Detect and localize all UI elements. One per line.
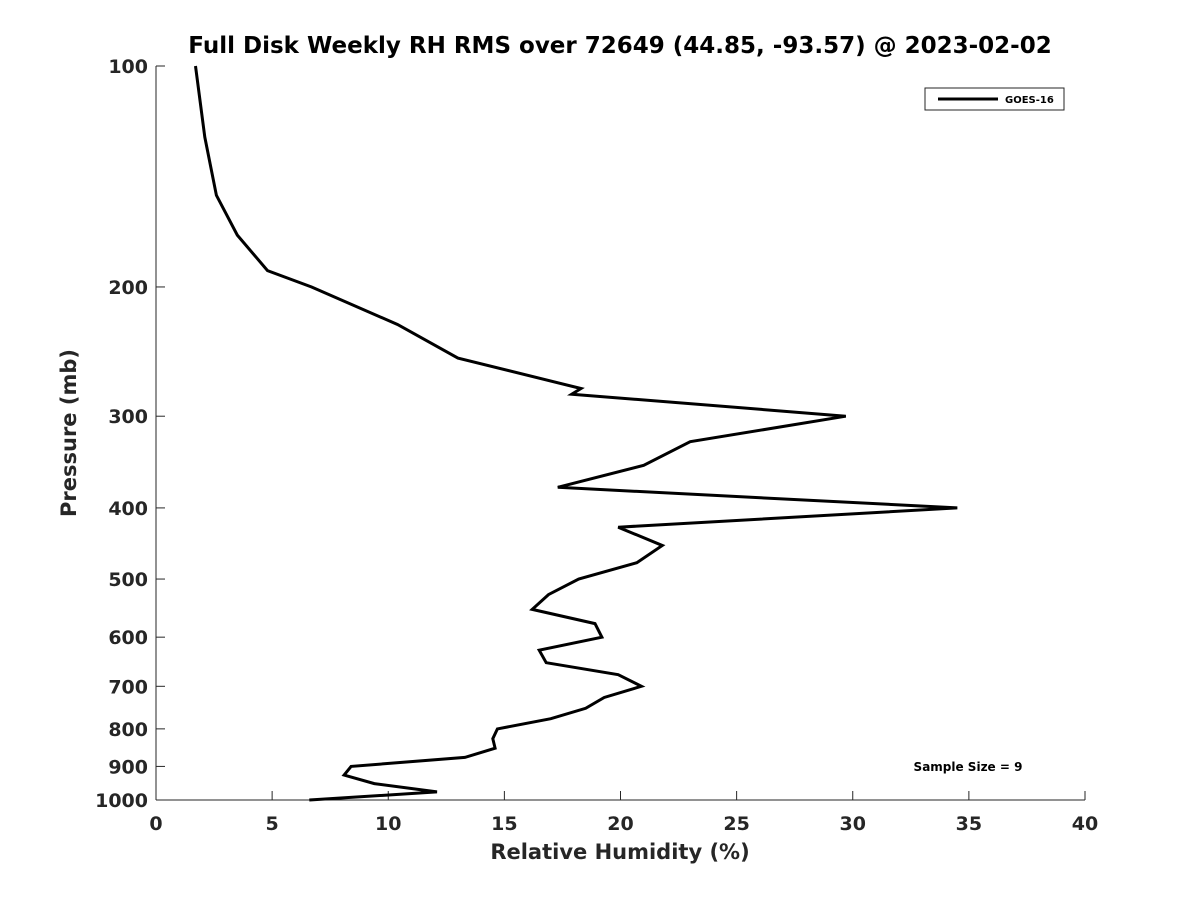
x-axis-label: Relative Humidity (%) — [490, 840, 749, 864]
series-group — [194, 65, 958, 802]
y-tick-label: 200 — [108, 277, 148, 299]
chart-title: Full Disk Weekly RH RMS over 72649 (44.8… — [188, 33, 1051, 59]
y-tick-label: 700 — [108, 676, 148, 698]
legend: GOES-16 — [924, 87, 1065, 111]
y-ticks: 100 200 300 400 500 600 700 800 900 1000 — [95, 56, 165, 812]
x-tick-label: 30 — [840, 813, 866, 835]
x-tick-label: 15 — [491, 813, 517, 835]
y-axis-label: Pressure (mb) — [57, 349, 81, 517]
y-tick-label: 800 — [108, 719, 148, 741]
y-tick-label: 1000 — [95, 790, 148, 812]
x-tick-label: 20 — [607, 813, 633, 835]
sample-size-annotation: Sample Size = 9 — [914, 760, 1023, 774]
x-tick-label: 35 — [956, 813, 982, 835]
x-tick-label: 0 — [149, 813, 162, 835]
y-tick-label: 400 — [108, 498, 148, 520]
y-tick-label: 500 — [108, 569, 148, 591]
y-tick-label: 600 — [108, 627, 148, 649]
x-tick-label: 5 — [266, 813, 279, 835]
x-tick-label: 10 — [375, 813, 401, 835]
series-line-goes-16 — [194, 65, 958, 802]
x-tick-label: 40 — [1072, 813, 1098, 835]
legend-label-goes-16: GOES-16 — [1005, 95, 1054, 106]
x-tick-label: 25 — [723, 813, 749, 835]
x-ticks: 0 5 10 15 20 25 30 35 40 — [149, 791, 1098, 835]
y-tick-label: 900 — [108, 756, 148, 778]
y-tick-label: 100 — [108, 56, 148, 78]
y-tick-label: 300 — [108, 406, 148, 428]
axes — [155, 66, 1085, 801]
